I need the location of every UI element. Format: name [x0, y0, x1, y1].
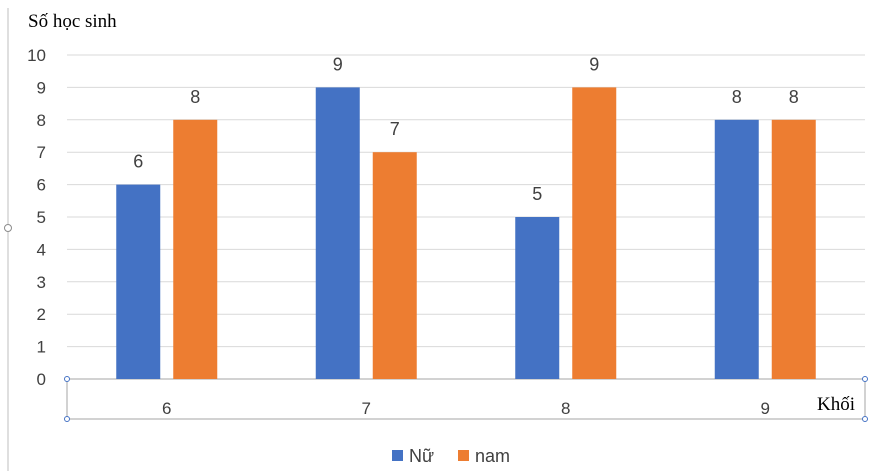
bar-nu-7[interactable] [315, 87, 360, 380]
y-tick-label: 10 [27, 46, 46, 65]
bar-nu-9[interactable] [714, 119, 759, 380]
y-tick-label: 3 [37, 273, 46, 292]
x-tick-label: 6 [162, 399, 171, 418]
bar-nam-8[interactable] [572, 87, 617, 380]
data-label: 8 [789, 87, 799, 107]
legend-label: Nữ [409, 446, 434, 466]
y-tick-label: 7 [37, 143, 46, 162]
bar-nam-6[interactable] [173, 119, 218, 380]
y-tick-label: 2 [37, 305, 46, 324]
legend-swatch [392, 450, 403, 461]
legend-label: nam [475, 446, 510, 466]
y-tick-label: 9 [37, 78, 46, 97]
x-axis-title: Khối [817, 394, 855, 415]
legend: Nữ nam [392, 446, 510, 466]
y-tick-label: 8 [37, 111, 46, 130]
y-axis-title: Số học sinh [28, 11, 117, 32]
bars [116, 87, 816, 380]
data-label: 8 [732, 87, 742, 107]
data-label: 8 [190, 87, 200, 107]
y-tick-label: 4 [37, 240, 46, 259]
data-label: 7 [390, 119, 400, 139]
x-tick-label: 9 [761, 399, 770, 418]
bar-nam-9[interactable] [771, 119, 816, 380]
data-label: 5 [532, 184, 542, 204]
data-label: 6 [133, 152, 143, 172]
y-tick-label: 1 [37, 338, 46, 357]
bar-nu-8[interactable] [515, 217, 560, 379]
x-tick-labels: 6 7 8 9 [162, 399, 770, 418]
y-tick-labels: 0 1 2 3 4 5 6 7 8 9 10 [27, 46, 46, 389]
y-tick-label: 0 [37, 370, 46, 389]
x-tick-label: 8 [561, 399, 570, 418]
legend-swatch [458, 450, 469, 461]
y-tick-label: 5 [37, 208, 46, 227]
data-labels: 6 8 9 7 5 9 8 8 [133, 54, 799, 204]
x-tick-label: 7 [362, 399, 371, 418]
data-label: 9 [589, 54, 599, 74]
x-axis-selection-handles[interactable] [64, 376, 868, 422]
bar-nam-7[interactable] [372, 152, 417, 379]
x-axis-box[interactable] [66, 378, 866, 420]
data-label: 9 [333, 54, 343, 74]
y-tick-label: 6 [37, 176, 46, 195]
bar-nu-6[interactable] [116, 184, 161, 379]
frame-handle[interactable] [4, 224, 12, 232]
